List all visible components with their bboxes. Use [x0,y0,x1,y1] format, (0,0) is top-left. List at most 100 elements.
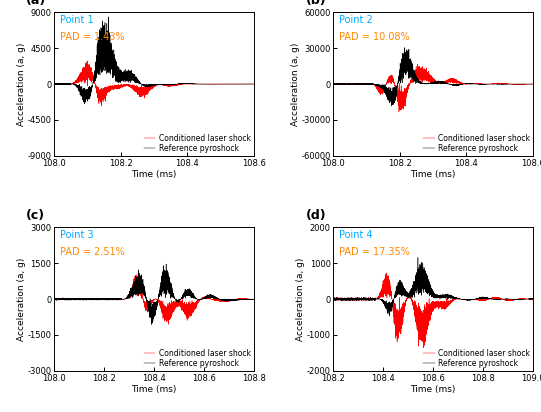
Reference pyroshock [177,81,184,86]
Line: Conditioned laser shock: Conditioned laser shock [54,61,254,106]
Y-axis label: Acceleration (a, g): Acceleration (a, g) [17,258,26,341]
Conditioned laser shock [403,300,409,304]
Conditioned laser shock [530,82,536,87]
Conditioned laser shock [123,82,130,87]
Reference pyroshock [340,82,347,87]
Conditioned laser shock [199,296,205,301]
Text: (a): (a) [26,0,47,7]
Reference pyroshock [489,297,495,302]
Reference pyroshock [169,82,175,87]
Line: Reference pyroshock: Reference pyroshock [333,47,533,106]
Text: (c): (c) [26,209,45,222]
Y-axis label: Acceleration (a, g): Acceleration (a, g) [296,258,305,341]
Reference pyroshock [105,14,112,19]
Conditioned laser shock [84,59,91,63]
Line: Reference pyroshock: Reference pyroshock [54,264,254,325]
Conditioned laser shock [199,82,205,87]
Conditioned laser shock [250,297,257,302]
Reference pyroshock [51,81,57,86]
Conditioned laser shock [51,297,57,302]
Reference pyroshock [163,262,169,267]
Conditioned laser shock [395,110,402,115]
Reference pyroshock [123,70,130,75]
Conditioned laser shock [420,346,427,351]
Reference pyroshock [386,314,392,318]
Y-axis label: Acceleration (a, g): Acceleration (a, g) [17,42,26,126]
Reference pyroshock [530,82,536,87]
Conditioned laser shock [489,296,495,301]
Conditioned laser shock [384,270,390,275]
Reference pyroshock [330,82,337,87]
Conditioned laser shock [457,80,464,85]
Conditioned laser shock [209,82,216,87]
Conditioned laser shock [250,82,257,87]
Reference pyroshock [448,82,455,87]
Conditioned laser shock [177,304,184,309]
Text: Point 2: Point 2 [339,15,373,25]
Reference pyroshock [388,103,394,108]
Legend: Conditioned laser shock, Reference pyroshock: Conditioned laser shock, Reference pyros… [423,348,531,368]
Reference pyroshock [250,297,257,302]
Reference pyroshock [489,82,495,87]
Reference pyroshock [530,296,536,301]
Text: PAD = 10.08%: PAD = 10.08% [339,33,410,42]
Line: Conditioned laser shock: Conditioned laser shock [333,273,533,348]
Conditioned laser shock [414,62,421,67]
Reference pyroshock [403,291,409,296]
Reference pyroshock [199,82,205,87]
Reference pyroshock [478,82,485,87]
Conditioned laser shock [98,104,105,109]
Text: Point 3: Point 3 [60,230,94,240]
Reference pyroshock [199,297,205,302]
Conditioned laser shock [51,81,57,86]
Conditioned laser shock [457,297,464,302]
Reference pyroshock [61,297,68,302]
Reference pyroshock [123,296,130,301]
Conditioned laser shock [61,82,68,87]
Conditioned laser shock [330,296,337,301]
Y-axis label: Acceleration (a, g): Acceleration (a, g) [291,42,300,126]
Conditioned laser shock [489,82,495,87]
Text: (d): (d) [306,209,326,222]
Conditioned laser shock [448,77,455,82]
Conditioned laser shock [403,91,409,96]
X-axis label: Time (ms): Time (ms) [131,385,176,394]
Reference pyroshock [457,297,464,302]
Text: Point 4: Point 4 [339,230,373,240]
Conditioned laser shock [340,82,347,87]
Text: PAD = 1.43%: PAD = 1.43% [60,33,124,42]
Reference pyroshock [457,82,464,87]
Legend: Conditioned laser shock, Reference pyroshock: Conditioned laser shock, Reference pyros… [143,348,252,368]
Reference pyroshock [177,297,184,302]
X-axis label: Time (ms): Time (ms) [131,170,176,179]
Line: Reference pyroshock: Reference pyroshock [333,258,533,316]
Conditioned laser shock [448,300,455,304]
Conditioned laser shock [478,297,485,302]
Conditioned laser shock [134,272,140,277]
Text: PAD = 2.51%: PAD = 2.51% [60,248,125,258]
Legend: Conditioned laser shock, Reference pyroshock: Conditioned laser shock, Reference pyros… [423,133,531,153]
Conditioned laser shock [340,297,347,302]
Text: Point 1: Point 1 [60,15,94,25]
Reference pyroshock [209,82,216,87]
X-axis label: Time (ms): Time (ms) [411,170,456,179]
Conditioned laser shock [209,297,216,302]
Conditioned laser shock [169,83,175,88]
Reference pyroshock [81,101,88,106]
Reference pyroshock [169,290,175,295]
Reference pyroshock [51,297,57,302]
Conditioned laser shock [61,297,68,302]
Line: Conditioned laser shock: Conditioned laser shock [333,64,533,112]
Conditioned laser shock [530,297,536,302]
Reference pyroshock [401,45,408,50]
Reference pyroshock [415,255,421,260]
Text: (b): (b) [306,0,326,7]
Reference pyroshock [340,297,347,302]
X-axis label: Time (ms): Time (ms) [411,385,456,394]
Legend: Conditioned laser shock, Reference pyroshock: Conditioned laser shock, Reference pyros… [143,133,252,153]
Text: PAD = 17.35%: PAD = 17.35% [339,248,410,258]
Reference pyroshock [149,322,155,327]
Line: Conditioned laser shock: Conditioned laser shock [54,275,254,324]
Reference pyroshock [330,296,337,301]
Conditioned laser shock [166,322,172,327]
